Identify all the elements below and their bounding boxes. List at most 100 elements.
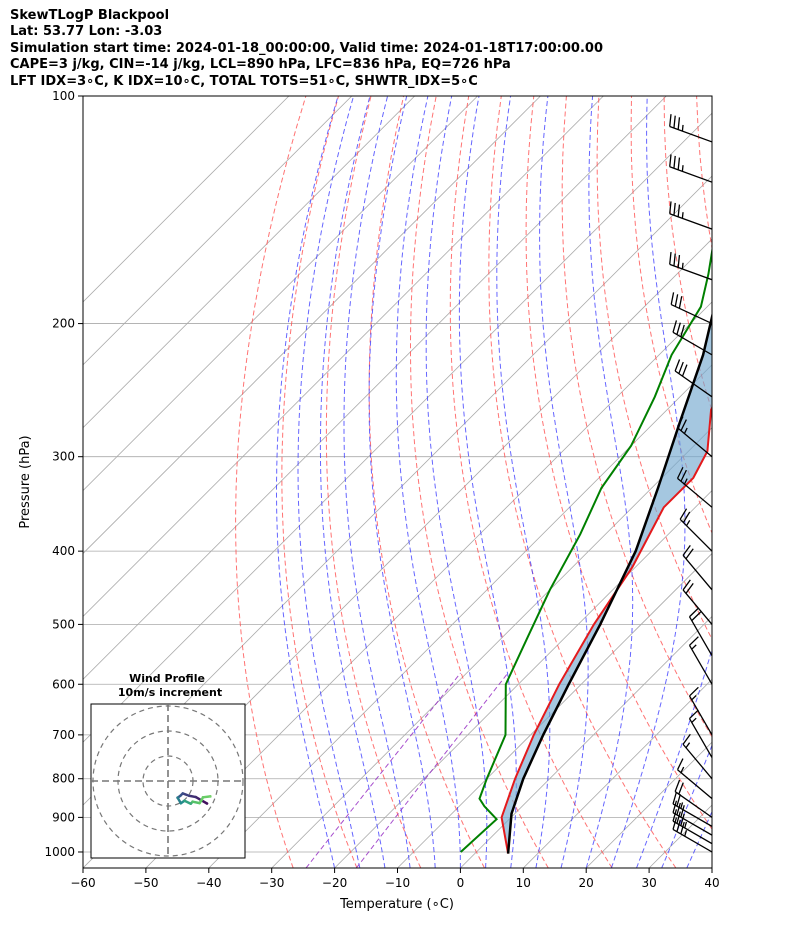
dewpoint-line [460,245,712,853]
wind-barb-flag [669,114,672,127]
x-tick-label: 0 [457,876,465,890]
wind-barb-half-flag [683,478,688,485]
wind-barb-staff [688,695,712,736]
dry-adiabat-line [368,96,485,868]
dry-adiabat-line [235,96,307,868]
wind-barb [682,579,712,625]
wind-barb-staff [672,820,712,845]
wind-barb-half-flag [685,520,691,527]
x-tick-label: 30 [641,876,656,890]
wind-barb-flag [672,809,678,822]
wind-barb [672,800,712,836]
wind-barb-staff [669,263,712,281]
isotherm-line [83,96,667,680]
x-axis-label: Temperature (∘C) [339,897,454,912]
wind-barb-staff [688,644,712,685]
mixing-ratio-line [305,672,461,868]
moist-adiabat-line [319,96,386,868]
wind-barb [688,607,712,657]
wind-barb-flag [691,611,702,622]
wind-barb-flag [676,802,681,816]
wind-barb-flag [677,255,681,268]
wind-barb-flag [682,511,691,523]
index-line: LFT IDX=3∘C, K IDX=10∘C, TOTAL TOTS=51∘C… [10,73,478,89]
cape-line: CAPE=3 j/kg, CIN=-14 j/kg, LCL=890 hPa, … [10,57,511,73]
moist-adiabat-line [276,96,339,868]
moist-adiabat-line [737,96,794,868]
wind-barb-staff [672,803,712,827]
location-line: Lat: 53.77 Lon: -3.03 [10,24,163,40]
moist-adiabat-line [610,96,686,868]
wind-barb [669,251,712,281]
wind-barb-half-flag [685,742,691,749]
wind-barb-flag [669,251,672,265]
dry-adiabat-line [561,96,712,738]
wind-barb-flag [676,794,681,807]
temperature-line [500,405,712,854]
moist-adiabat-line [343,96,411,868]
wind-barb-staff [672,828,712,853]
wind-barb-flag [672,320,678,333]
wind-barb-flag [676,322,681,335]
wind-barb [670,292,712,325]
isotherm-line [83,96,604,617]
wind-barb-flag [680,821,685,835]
wind-barb-staff [679,518,712,552]
wind-barb-flag [680,805,685,818]
wind-barb-staff [677,477,712,508]
isotherm-line [83,96,541,555]
isotherm-line [83,96,353,366]
x-tick-label: −60 [70,876,95,890]
isotherm-line [334,490,712,868]
wind-barb-flag [678,782,684,795]
wind-barb-flag [670,292,675,305]
wind-barb-staff [669,213,712,230]
x-tick-label: 10 [516,876,531,890]
y-tick-label: 200 [52,317,75,331]
wind-barb-staff [688,718,712,758]
moist-adiabat-line [496,96,551,868]
wind-barb-flag [677,117,681,130]
wind-barb-half-flag [681,262,684,270]
wind-barb [672,791,712,827]
wind-barb-staff [677,769,712,800]
dry-adiabat-line [596,96,712,641]
x-tick-label: 20 [579,876,594,890]
wind-barb-staff [672,331,712,356]
isotherm-line [83,96,415,429]
wind-barb [676,416,712,458]
isotherm-line [397,552,712,868]
wind-barb [674,359,712,398]
wind-barb-flag [673,115,676,129]
wind-barb-flag [679,508,688,520]
wind-barb-half-flag [683,427,688,434]
x-tick-label: −10 [385,876,410,890]
wind-barb-flag [678,361,684,374]
isotherm-line [83,96,478,492]
wind-barb-flag [680,469,687,482]
wind-barb-flag [672,800,678,813]
wind-barb-flag [672,791,678,805]
wind-barb-flag [673,253,676,266]
y-tick-label: 600 [52,677,75,691]
wind-barb [669,114,712,143]
wind-barb-flag [669,201,672,214]
wind-barb [682,733,712,780]
wind-barb-half-flag [681,165,684,172]
isotherm-line [460,615,712,868]
wind-barb-flag [689,636,699,646]
wind-barb-staff [674,370,712,398]
wind-barb-flag [680,324,685,338]
wind-barb [676,758,712,800]
wind-barb [672,817,712,853]
isotherm-line [523,678,712,868]
wind-barb [674,779,712,818]
isotherm-line [271,427,712,868]
wind-barb-flag [676,811,681,824]
dry-adiabat-line [281,96,358,868]
y-tick-label: 100 [52,89,75,103]
wind-barb-flag [689,607,699,618]
wind-barb-staff [672,812,712,836]
chart-title: SkewTLogP Blackpool [10,8,170,23]
hodograph-title: Wind Profile [129,672,205,685]
